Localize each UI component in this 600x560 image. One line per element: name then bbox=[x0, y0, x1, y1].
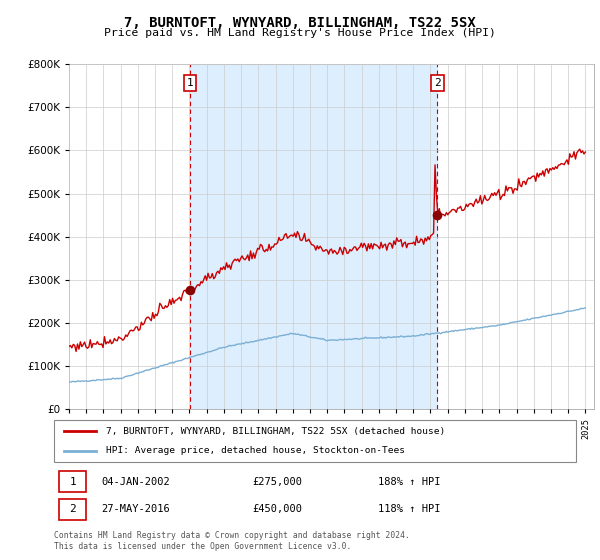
Text: 1: 1 bbox=[70, 477, 76, 487]
Text: HPI: Average price, detached house, Stockton-on-Tees: HPI: Average price, detached house, Stoc… bbox=[106, 446, 405, 455]
Text: £450,000: £450,000 bbox=[253, 505, 302, 514]
Text: 188% ↑ HPI: 188% ↑ HPI bbox=[377, 477, 440, 487]
Text: 7, BURNTOFT, WYNYARD, BILLINGHAM, TS22 5SX (detached house): 7, BURNTOFT, WYNYARD, BILLINGHAM, TS22 5… bbox=[106, 427, 445, 436]
Text: 118% ↑ HPI: 118% ↑ HPI bbox=[377, 505, 440, 514]
Text: £275,000: £275,000 bbox=[253, 477, 302, 487]
Bar bbox=[190, 64, 437, 409]
Bar bbox=[59, 472, 86, 492]
Text: Contains HM Land Registry data © Crown copyright and database right 2024.: Contains HM Land Registry data © Crown c… bbox=[54, 531, 410, 540]
Text: Price paid vs. HM Land Registry's House Price Index (HPI): Price paid vs. HM Land Registry's House … bbox=[104, 28, 496, 38]
Text: 2: 2 bbox=[434, 78, 441, 88]
Bar bbox=[59, 499, 86, 520]
Text: 2: 2 bbox=[70, 505, 76, 514]
Text: 27-MAY-2016: 27-MAY-2016 bbox=[101, 505, 170, 514]
Text: 1: 1 bbox=[187, 78, 194, 88]
Text: 04-JAN-2002: 04-JAN-2002 bbox=[101, 477, 170, 487]
Text: 7, BURNTOFT, WYNYARD, BILLINGHAM, TS22 5SX: 7, BURNTOFT, WYNYARD, BILLINGHAM, TS22 5… bbox=[124, 16, 476, 30]
Text: This data is licensed under the Open Government Licence v3.0.: This data is licensed under the Open Gov… bbox=[54, 542, 352, 551]
